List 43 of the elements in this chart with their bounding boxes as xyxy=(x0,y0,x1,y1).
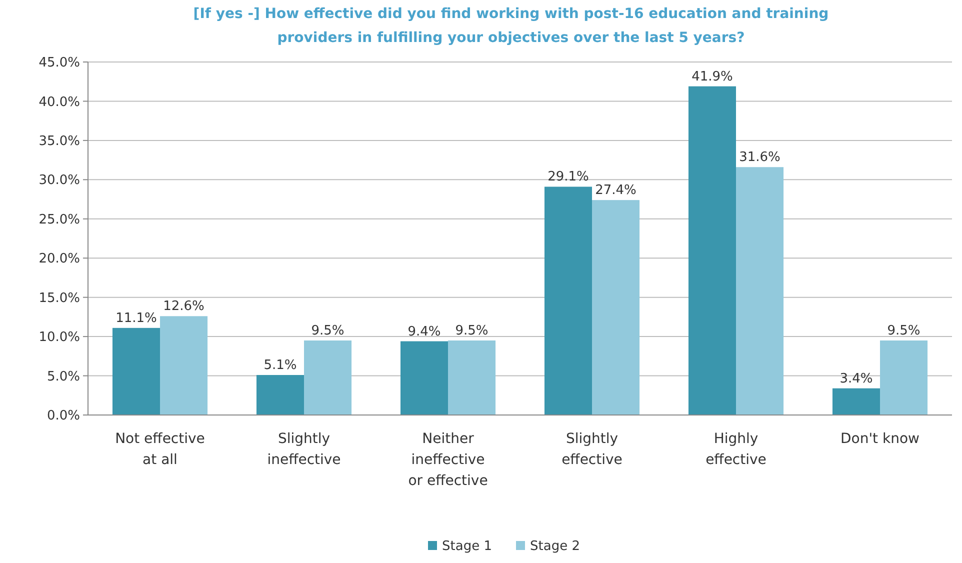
bar xyxy=(448,340,496,415)
legend-label: Stage 2 xyxy=(530,539,580,554)
x-tick-label: Not effective at all xyxy=(115,431,205,468)
bar xyxy=(880,340,928,415)
y-tick-label: 15.0% xyxy=(38,290,80,306)
y-tick-label: 25.0% xyxy=(38,212,80,228)
data-label: 9.4% xyxy=(408,324,441,340)
y-tick-label: 35.0% xyxy=(38,134,80,149)
data-label: 11.1% xyxy=(116,310,157,326)
y-tick-label: 20.0% xyxy=(38,252,80,267)
data-label: 9.5% xyxy=(311,323,344,338)
bar xyxy=(256,374,304,415)
bar xyxy=(592,200,640,415)
data-label: 41.9% xyxy=(692,69,733,84)
data-label: 9.5% xyxy=(887,323,920,338)
data-label: 29.1% xyxy=(548,170,589,185)
data-label: 31.6% xyxy=(739,150,780,166)
bar xyxy=(736,167,784,415)
data-label: 3.4% xyxy=(840,371,873,386)
data-label: 5.1% xyxy=(264,358,297,373)
bar xyxy=(688,86,736,415)
y-tick-label: 30.0% xyxy=(38,173,80,188)
data-label: 9.5% xyxy=(455,323,488,338)
y-tick-label: 5.0% xyxy=(46,369,80,384)
y-tick-label: 0.0% xyxy=(46,408,80,424)
data-label: 12.6% xyxy=(163,299,204,314)
x-tick-label: Highly effective xyxy=(706,431,766,468)
x-tick-label: Neither ineffective or effective xyxy=(408,431,488,489)
bar xyxy=(112,328,160,415)
y-tick-label: 40.0% xyxy=(38,94,80,110)
x-tick-label: Slightly effective xyxy=(562,431,622,468)
bar xyxy=(400,341,448,415)
x-tick-label: Slightly ineffective xyxy=(267,431,341,468)
bar xyxy=(160,316,208,415)
y-tick-label: 45.0% xyxy=(38,56,80,71)
chart-title: [If yes -] How effective did you find working with post-16 education and training providers in fulfilling your objectives over the last 5 years? xyxy=(193,6,829,46)
y-tick-label: 10.0% xyxy=(38,330,80,346)
bar xyxy=(832,388,880,415)
legend-label: Stage 1 xyxy=(442,539,492,554)
bar xyxy=(544,186,592,415)
bar xyxy=(304,340,352,415)
data-label: 27.4% xyxy=(595,183,636,198)
x-tick-label: Don't know xyxy=(840,431,920,447)
